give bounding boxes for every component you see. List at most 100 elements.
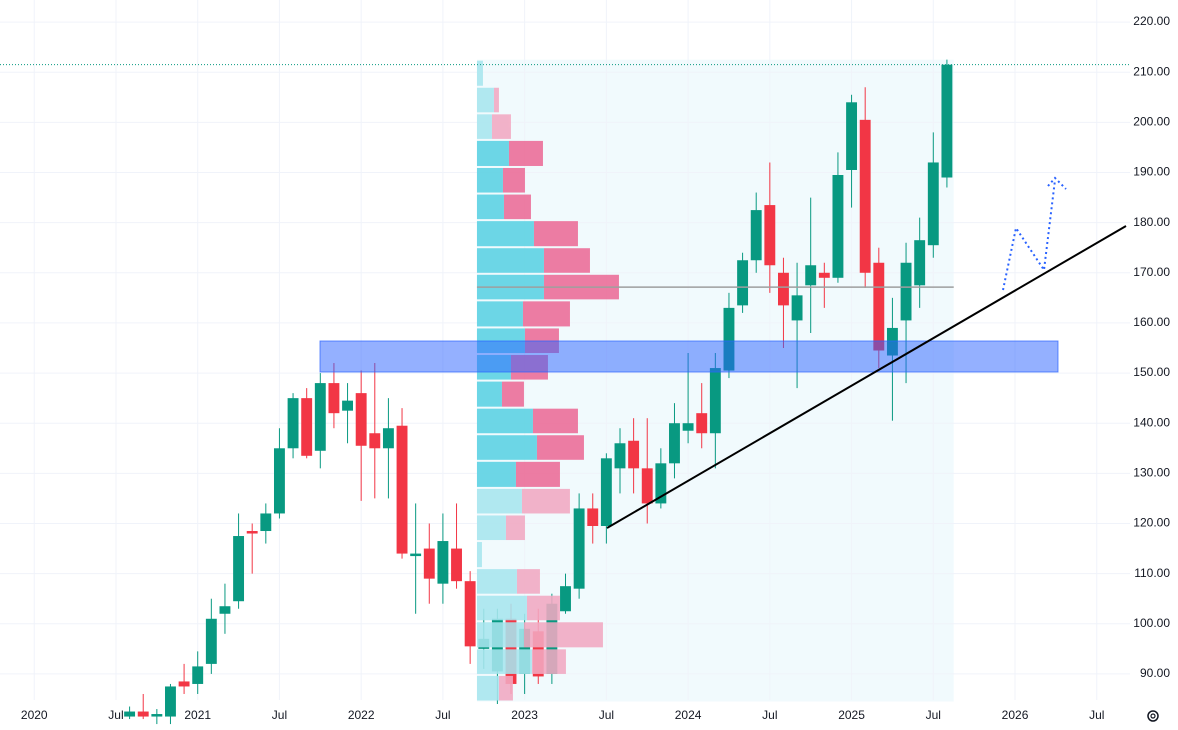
candle-body <box>560 586 571 612</box>
profile-up-bar <box>476 595 527 621</box>
candle-body <box>723 307 735 371</box>
profile-down-bar <box>522 301 570 327</box>
candle-body <box>737 260 749 306</box>
y-tick-label: 180.00 <box>1133 215 1170 229</box>
y-tick-label: 170.00 <box>1133 265 1170 279</box>
profile-down-bar <box>521 488 570 514</box>
candle-body <box>818 272 830 278</box>
y-tick-label: 130.00 <box>1133 466 1170 480</box>
candle-body <box>178 681 190 687</box>
candle-body <box>846 102 858 170</box>
profile-down-bar <box>532 408 578 434</box>
candle-body <box>273 448 285 514</box>
profile-up-bar <box>476 114 492 139</box>
profile-up-bar <box>476 649 532 674</box>
profile-up-bar <box>476 194 504 220</box>
candle-body <box>709 368 721 434</box>
support-zone <box>319 340 1059 373</box>
candle-body <box>614 443 626 469</box>
projection-arrowhead <box>1047 176 1067 190</box>
profile-up-bar <box>476 569 517 594</box>
candle-body <box>451 548 462 582</box>
x-tick-label: 2021 <box>184 708 211 722</box>
candle-body <box>165 686 176 717</box>
candle-body <box>832 175 844 278</box>
candle-body <box>941 64 953 178</box>
profile-up-bar <box>476 675 499 701</box>
settings-button[interactable] <box>1147 710 1159 722</box>
candle-body <box>628 440 640 469</box>
profile-down-bar <box>501 381 524 407</box>
candle-body <box>192 666 204 684</box>
profile-up-bar <box>476 542 482 568</box>
profile-down-bar <box>515 461 560 487</box>
candle-body <box>137 711 149 717</box>
settings-icon[interactable] <box>1147 710 1159 722</box>
y-tick-label: 110.00 <box>1134 566 1170 580</box>
candle-body <box>778 272 789 306</box>
candle-body <box>396 425 408 554</box>
front-layer <box>0 64 1130 288</box>
candle-body <box>900 262 912 321</box>
candle-body <box>314 383 326 451</box>
candle-body <box>124 711 136 717</box>
candle-body <box>328 383 340 414</box>
y-tick-label: 190.00 <box>1133 165 1170 179</box>
profile-up-bar <box>476 248 544 273</box>
candle-body <box>587 508 599 527</box>
projection-path <box>1002 179 1056 291</box>
profile-up-bar <box>476 408 533 434</box>
profile-down-bar <box>543 248 590 273</box>
candle-body <box>260 513 272 532</box>
profile-down-bar <box>523 622 603 648</box>
candle-body <box>369 433 381 449</box>
candle-body <box>423 548 435 579</box>
candle-body <box>750 210 762 261</box>
trend-line <box>606 225 1127 529</box>
candle-body <box>859 119 871 273</box>
candle-body <box>219 606 231 614</box>
y-tick-label: 210.00 <box>1133 64 1170 78</box>
profile-down-bar <box>498 675 513 701</box>
profile-down-bar <box>536 435 584 460</box>
profile-up-bar <box>476 60 483 86</box>
profile-up-bar <box>476 87 494 113</box>
candle-body <box>464 581 476 647</box>
candle-body <box>805 265 817 286</box>
candle-body <box>655 463 667 504</box>
y-tick-label: 90.00 <box>1140 666 1170 680</box>
y-tick-label: 150.00 <box>1133 365 1170 379</box>
y-tick-label: 100.00 <box>1133 616 1170 630</box>
profile-down-bar <box>533 221 578 247</box>
profile-down-bar <box>493 87 499 113</box>
profile-up-bar <box>476 301 523 327</box>
candle-body <box>287 398 299 449</box>
x-tick-label: 2022 <box>348 708 375 722</box>
x-tick-label: 2026 <box>1002 708 1029 722</box>
candle-body <box>382 428 394 449</box>
candle-body <box>342 400 353 411</box>
profile-up-bar <box>476 381 502 407</box>
profile-up-bar <box>476 167 503 193</box>
candle-body <box>669 423 680 464</box>
x-tick-label: Jul <box>1089 708 1104 722</box>
y-tick-label: 160.00 <box>1133 315 1170 329</box>
candle-body <box>641 468 653 504</box>
y-tick-label: 140.00 <box>1133 415 1170 429</box>
candle-body <box>873 262 885 351</box>
candle-body <box>301 398 313 456</box>
x-tick-label: 2023 <box>511 708 538 722</box>
x-tick-label: Jul <box>272 708 287 722</box>
candle-body <box>764 205 776 266</box>
y-tick-label: 220.00 <box>1133 14 1170 28</box>
x-tick-label: Jul <box>926 708 941 722</box>
profile-down-bar <box>526 595 560 621</box>
profile-up-bar <box>476 435 537 460</box>
profile-down-bar <box>531 649 566 674</box>
y-tick-label: 120.00 <box>1133 516 1170 530</box>
settings-icon-center[interactable] <box>1150 713 1156 719</box>
x-tick-label: 2024 <box>675 708 702 722</box>
candle-body <box>573 508 585 589</box>
profile-down-bar <box>503 194 531 220</box>
